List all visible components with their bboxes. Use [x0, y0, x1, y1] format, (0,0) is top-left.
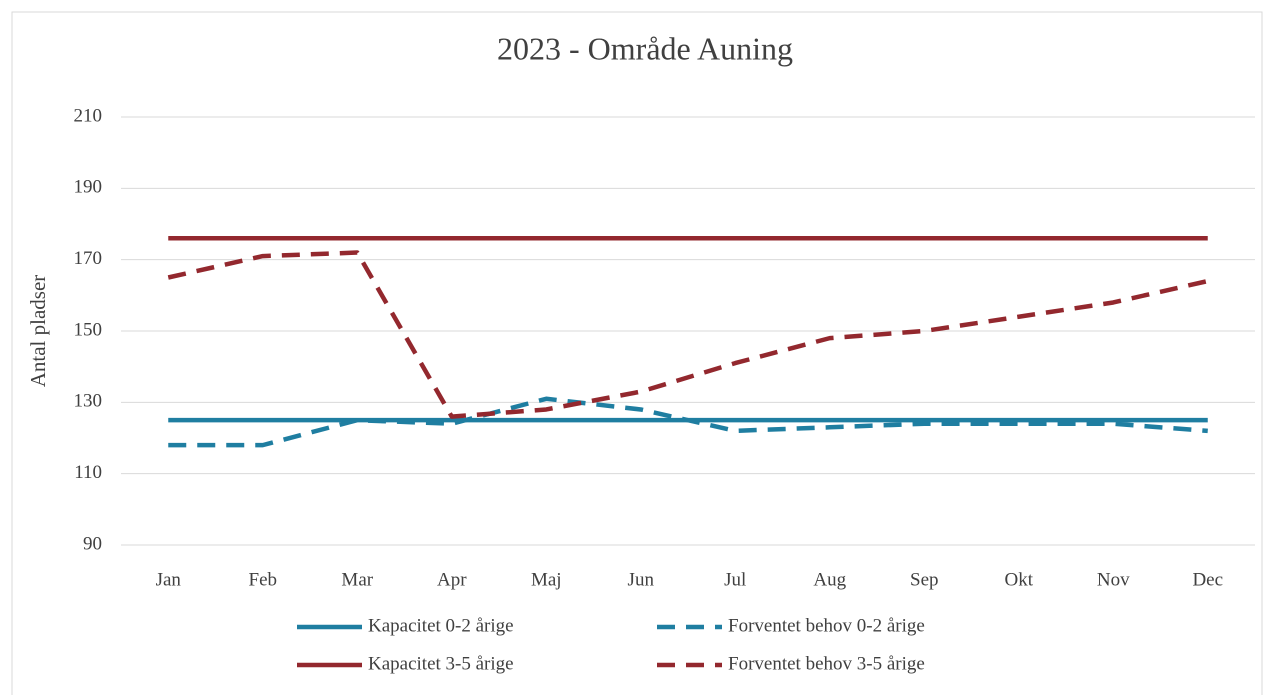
chart-frame — [11, 11, 1263, 695]
x-tick-label: Nov — [1097, 569, 1130, 590]
y-tick-label: 170 — [74, 248, 103, 269]
legend-label: Kapacitet 0-2 årige — [368, 615, 514, 636]
y-tick-label: 130 — [74, 391, 103, 412]
series-line — [168, 396, 1208, 448]
y-tick-label: 150 — [74, 319, 103, 340]
x-tick-label: Feb — [249, 569, 278, 590]
x-tick-label: Maj — [531, 569, 562, 590]
x-tick-label: Aug — [813, 569, 846, 590]
legend-label: Kapacitet 3-5 årige — [368, 653, 514, 674]
y-tick-label: 210 — [74, 105, 103, 126]
y-axis-label: Antal pladser — [26, 275, 50, 388]
y-tick-label: 90 — [83, 533, 102, 554]
chart-title: 2023 - Område Auning — [497, 30, 793, 66]
x-tick-label: Jun — [628, 569, 655, 590]
legend-label: Forventet behov 0-2 årige — [728, 615, 925, 636]
legend-label: Forventet behov 3-5 årige — [728, 653, 925, 674]
x-tick-label: Jul — [724, 569, 746, 590]
x-tick-label: Sep — [910, 569, 939, 590]
x-tick-label: Apr — [437, 569, 467, 590]
x-tick-label: Jan — [156, 569, 182, 590]
x-tick-label: Dec — [1192, 569, 1223, 590]
y-tick-label: 190 — [74, 177, 103, 198]
y-tick-label: 110 — [74, 462, 102, 483]
x-tick-label: Mar — [341, 569, 373, 590]
series-line — [167, 250, 1209, 419]
x-tick-label: Okt — [1005, 569, 1034, 590]
